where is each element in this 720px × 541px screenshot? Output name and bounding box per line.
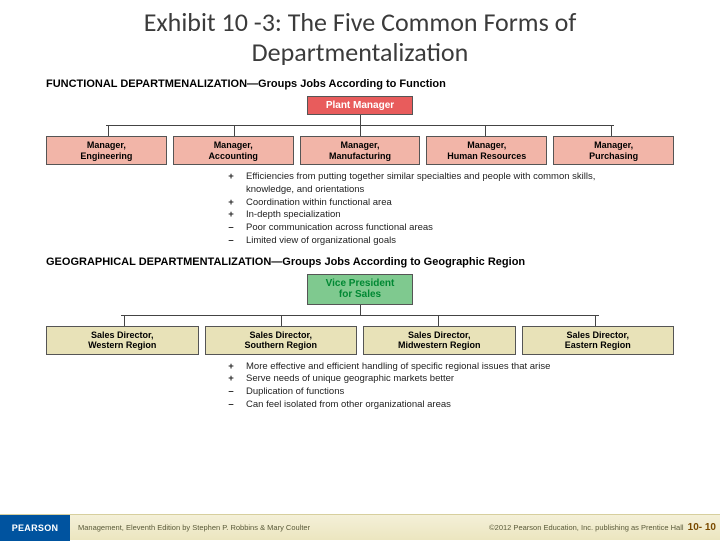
connector xyxy=(595,316,596,326)
connector xyxy=(438,316,439,326)
section1-sub: —Groups Jobs According to Function xyxy=(247,78,446,90)
bullet-row: + Efficiencies from putting together simi… xyxy=(226,171,674,197)
child-box: Manager, Accounting xyxy=(173,136,294,165)
child-box: Manager, Manufacturing xyxy=(300,136,421,165)
bullet-row: + In-depth specialization xyxy=(226,209,674,222)
bullet-text: Efficiencies from putting together simil… xyxy=(246,171,606,197)
bullet-text: Coordination within functional area xyxy=(246,197,392,210)
connector xyxy=(611,126,612,136)
bullet-row: –Limited view of organizational goals xyxy=(226,235,674,248)
connector xyxy=(124,316,125,326)
bullet-sign: + xyxy=(226,361,236,374)
footer-right-text: ©2012 Pearson Education, Inc. publishing… xyxy=(489,522,716,533)
copyright-text: ©2012 Pearson Education, Inc. publishing… xyxy=(489,523,683,532)
slide-title: Exhibit 10 -3: The Five Common Forms of … xyxy=(0,0,720,72)
section1-chart: Plant Manager Manager, EngineeringManage… xyxy=(0,96,720,248)
footer-left-text: Management, Eleventh Edition by Stephen … xyxy=(78,523,489,532)
bullet-row: + Serve needs of unique geographic market… xyxy=(226,373,674,386)
bullet-sign: – xyxy=(226,399,236,412)
bullet-sign: – xyxy=(226,222,236,235)
bullet-sign: + xyxy=(226,171,236,197)
page-number: 10- 10 xyxy=(688,522,716,533)
section2-children-row: Sales Director, Western RegionSales Dire… xyxy=(46,326,674,355)
connector xyxy=(281,316,282,326)
connector xyxy=(108,126,109,136)
bullet-row: + Coordination within functional area xyxy=(226,197,674,210)
connector xyxy=(485,126,486,136)
section2-bullets: + More effective and efficient handling o… xyxy=(226,361,674,412)
section2-chart: Vice President for Sales Sales Director,… xyxy=(0,274,720,412)
bullet-text: In-depth specialization xyxy=(246,209,341,222)
bullet-text: Duplication of functions xyxy=(246,386,344,399)
child-box: Sales Director, Southern Region xyxy=(205,326,358,355)
connector xyxy=(360,115,361,125)
child-box: Manager, Human Resources xyxy=(426,136,547,165)
bullet-text: Can feel isolated from other organizatio… xyxy=(246,399,451,412)
bullet-row: + More effective and efficient handling o… xyxy=(226,361,674,374)
connector xyxy=(234,126,235,136)
section1-caps: FUNCTIONAL DEPARTMENALIZATION xyxy=(46,78,247,90)
section1-bullets: + Efficiencies from putting together simi… xyxy=(226,171,674,248)
section2-top-box: Vice President for Sales xyxy=(307,274,414,305)
bullet-sign: + xyxy=(226,209,236,222)
section1-header: FUNCTIONAL DEPARTMENALIZATION—Groups Job… xyxy=(0,72,720,92)
bullet-sign: – xyxy=(226,235,236,248)
bullet-sign: – xyxy=(226,386,236,399)
bullet-text: More effective and efficient handling of… xyxy=(246,361,550,374)
bullet-text: Limited view of organizational goals xyxy=(246,235,396,248)
bullet-sign: + xyxy=(226,197,236,210)
connector xyxy=(121,315,599,316)
section2-header: GEOGRAPHICAL DEPARTMENTALIZATION—Groups … xyxy=(0,250,720,270)
section2-sub: —Groups Jobs According to Geographic Reg… xyxy=(271,256,525,268)
section1-top-box: Plant Manager xyxy=(307,96,413,116)
bullet-row: –Poor communication across functional ar… xyxy=(226,222,674,235)
section1-children-row: Manager, EngineeringManager, AccountingM… xyxy=(46,136,674,165)
bullet-text: Serve needs of unique geographic markets… xyxy=(246,373,454,386)
pearson-logo: PEARSON xyxy=(0,515,70,541)
child-box: Manager, Engineering xyxy=(46,136,167,165)
connector xyxy=(360,126,361,136)
footer: PEARSON Management, Eleventh Edition by … xyxy=(0,514,720,540)
bullet-text: Poor communication across functional are… xyxy=(246,222,433,235)
child-box: Manager, Purchasing xyxy=(553,136,674,165)
connector xyxy=(360,305,361,315)
child-box: Sales Director, Midwestern Region xyxy=(363,326,516,355)
bullet-sign: + xyxy=(226,373,236,386)
section2-caps: GEOGRAPHICAL DEPARTMENTALIZATION xyxy=(46,256,271,268)
bullet-row: –Can feel isolated from other organizati… xyxy=(226,399,674,412)
child-box: Sales Director, Western Region xyxy=(46,326,199,355)
bullet-row: –Duplication of functions xyxy=(226,386,674,399)
child-box: Sales Director, Eastern Region xyxy=(522,326,675,355)
